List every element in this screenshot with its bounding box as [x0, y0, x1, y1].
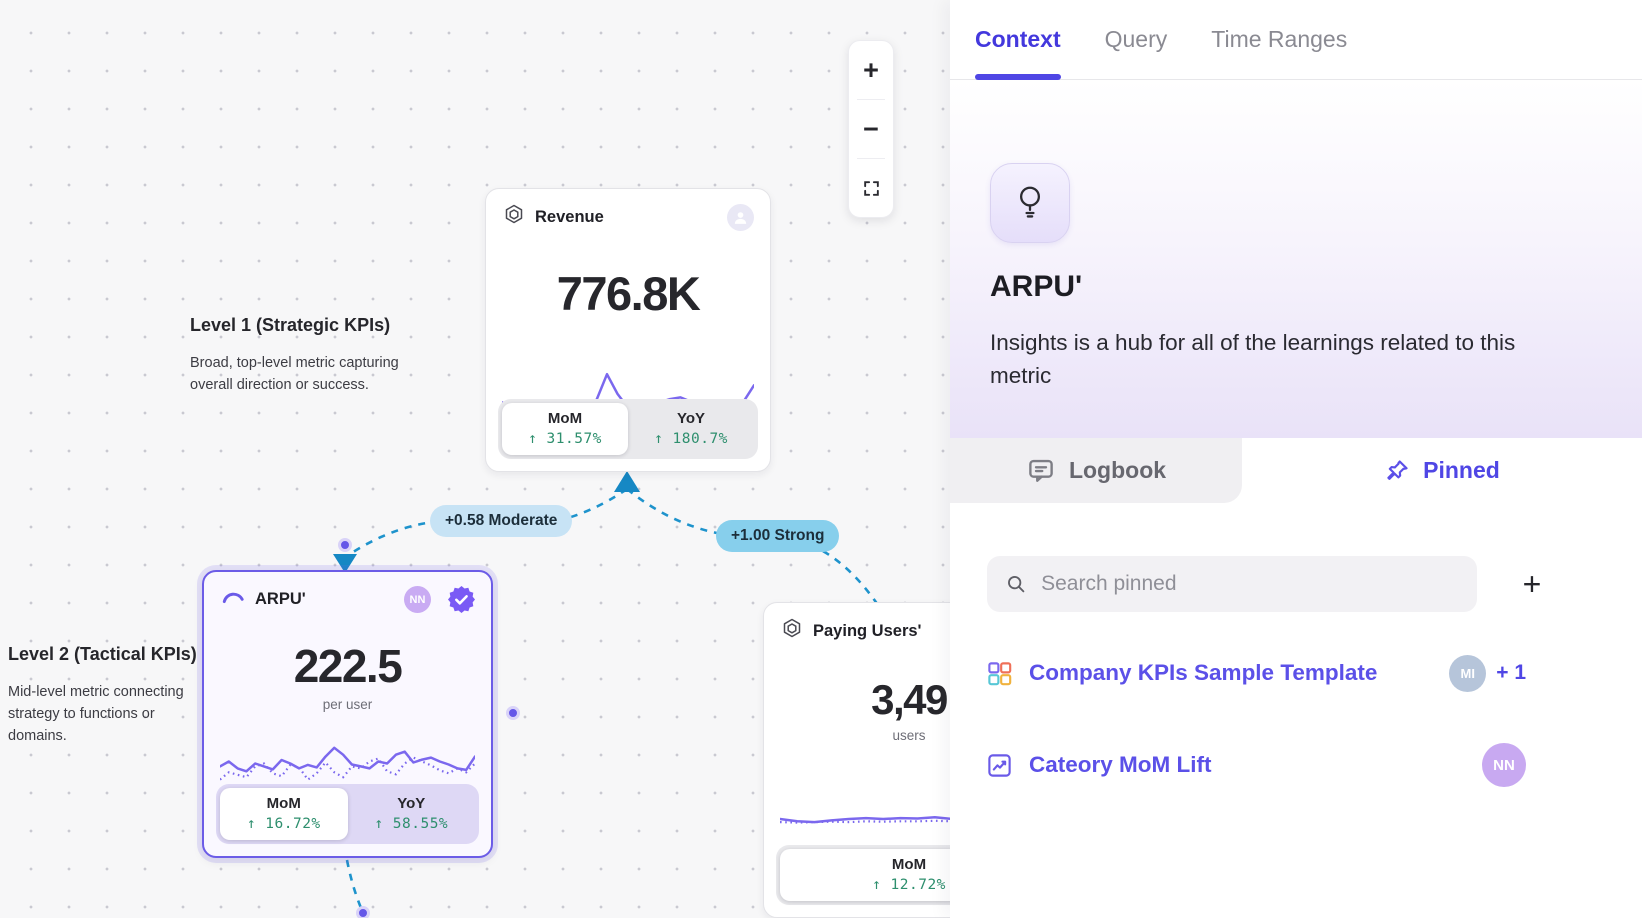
delta-toggle: MoM ↑ 12.72%: [776, 845, 950, 905]
connector-handle-dot: [356, 906, 370, 918]
metric-card-paying-users[interactable]: Paying Users' 3,49 users MoM ↑ 12.72%: [763, 602, 950, 918]
metric-card-title: Revenue: [535, 208, 604, 226]
logbook-icon: [1029, 459, 1053, 482]
metric-value: 3,49: [871, 676, 948, 723]
metric-tree-canvas[interactable]: Level 1 (Strategic KPIs) Broad, top-leve…: [0, 0, 950, 918]
tab-time-ranges[interactable]: Time Ranges: [1211, 26, 1348, 52]
correlation-label-strong: +1.00 Strong: [716, 520, 840, 552]
pinned-toolbar: +: [950, 556, 1642, 612]
hexagon-icon: [780, 617, 804, 646]
canvas-zoom-toolbar: + −: [848, 40, 894, 218]
search-pinned-input[interactable]: [1041, 572, 1459, 596]
correlation-label-moderate: +0.58 Moderate: [430, 505, 573, 537]
active-tab-underline: [975, 74, 1061, 80]
mom-delta-button[interactable]: MoM ↑ 12.72%: [780, 849, 950, 901]
divider: [857, 99, 885, 100]
metric-description: Insights is a hub for all of the learnin…: [990, 330, 1516, 388]
mom-delta-button[interactable]: MoM ↑ 16.72%: [220, 788, 348, 840]
verified-badge-icon: [448, 586, 475, 613]
sparkline-chart: [778, 779, 950, 836]
search-icon: [1008, 575, 1025, 593]
metric-name: ARPU': [990, 270, 1083, 303]
delta-toggle: MoM ↑ 16.72% YoY ↑ 58.55%: [216, 784, 479, 844]
metric-card-revenue[interactable]: Revenue 776.8K MoM ↑ 31.57% YoY ↑ 180.7%: [485, 188, 771, 472]
yoy-delta-button[interactable]: YoY ↑ 180.7%: [654, 410, 728, 447]
lightbulb-icon: [1020, 186, 1040, 218]
hexagon-icon: [502, 203, 526, 232]
subtab-logbook[interactable]: Logbook: [950, 438, 1242, 503]
chart-icon: [988, 753, 1011, 777]
sparkline-chart: [218, 734, 477, 795]
avatar: MI: [1449, 654, 1487, 692]
sidebar-subtabs: Logbook Pinned: [950, 438, 1642, 503]
metric-value: 776.8K: [556, 267, 701, 320]
fit-view-icon: [863, 180, 879, 196]
level1-title: Level 1 (Strategic KPIs): [190, 315, 391, 335]
divider: [857, 158, 885, 159]
delta-toggle: MoM ↑ 31.57% YoY ↑ 180.7%: [498, 399, 758, 459]
pinned-item-label: Company KPIs Sample Template: [1029, 660, 1378, 685]
pinned-item-label: Cateory MoM Lift: [1029, 752, 1212, 777]
metric-card-title: ARPU': [255, 590, 306, 608]
level2-annotation: Level 2 (Tactical KPIs) Mid-level metric…: [8, 644, 213, 747]
level2-description: Mid-level metric connecting strategy to …: [8, 684, 184, 744]
metric-unit: per user: [322, 697, 373, 712]
metric-value: 222.5: [293, 640, 403, 692]
pinned-item-template[interactable]: Company KPIs Sample Template MI + 1: [986, 645, 1526, 701]
connector-handle-dot: [338, 538, 352, 552]
zoom-out-button[interactable]: −: [863, 113, 879, 144]
metric-card-arpu[interactable]: ARPU' NN 222.5 per user MoM ↑ 16.72%: [202, 570, 493, 858]
connector-handle-dot: [506, 706, 520, 720]
tab-context[interactable]: Context: [975, 0, 1061, 80]
user-avatar-icon: [727, 204, 754, 231]
level1-annotation: Level 1 (Strategic KPIs) Broad, top-leve…: [190, 315, 430, 396]
arc-icon: [220, 586, 246, 613]
level1-description: Broad, top-level metric capturing overal…: [190, 355, 399, 393]
grid-template-icon: [988, 661, 1012, 685]
context-sidebar: Context Query Time Ranges ARPU' Insights…: [950, 0, 1642, 918]
metric-header: ARPU' Insights is a hub for all of the l…: [950, 80, 1642, 438]
avatar: NN: [1482, 743, 1526, 787]
metric-unit: users: [892, 728, 926, 743]
insight-tile: [990, 163, 1070, 243]
subtab-pinned[interactable]: Pinned: [1242, 438, 1642, 503]
arrowhead-up-icon: [614, 471, 640, 492]
owner-avatar-badge: NN: [404, 586, 431, 613]
tab-query[interactable]: Query: [1104, 26, 1168, 52]
pushpin-icon: [1387, 459, 1408, 480]
zoom-in-button[interactable]: +: [863, 54, 879, 85]
fit-view-button[interactable]: [849, 159, 893, 217]
level2-title: Level 2 (Tactical KPIs): [8, 644, 197, 664]
search-pinned-box[interactable]: [987, 556, 1477, 612]
sidebar-tab-bar: Context Query Time Ranges: [950, 0, 1642, 80]
metric-card-title: Paying Users': [813, 622, 922, 640]
add-pinned-button[interactable]: +: [1522, 565, 1542, 602]
mom-delta-button[interactable]: MoM ↑ 31.57%: [502, 403, 628, 455]
more-collaborators-count: + 1: [1496, 661, 1526, 684]
yoy-delta-button[interactable]: YoY ↑ 58.55%: [374, 795, 449, 832]
pinned-item-chart[interactable]: Cateory MoM Lift NN: [986, 737, 1526, 793]
